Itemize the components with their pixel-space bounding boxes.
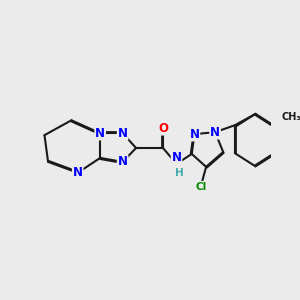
- Text: N: N: [95, 127, 105, 140]
- Text: N: N: [189, 128, 200, 141]
- Text: N: N: [118, 127, 128, 140]
- Text: N: N: [210, 126, 220, 139]
- Text: N: N: [73, 166, 83, 179]
- Text: Cl: Cl: [195, 182, 206, 192]
- Text: H: H: [175, 168, 184, 178]
- Text: N: N: [172, 152, 182, 164]
- Text: N: N: [118, 155, 128, 168]
- Text: O: O: [158, 122, 168, 135]
- Text: CH₃: CH₃: [282, 112, 300, 122]
